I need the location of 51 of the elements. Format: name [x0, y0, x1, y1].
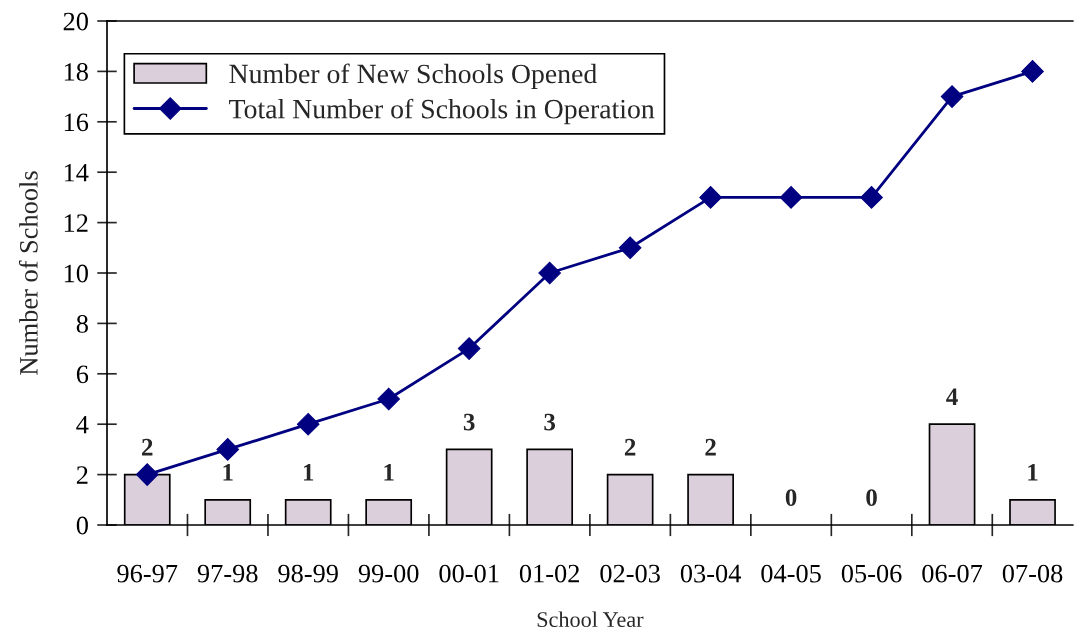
- data-label: 2: [705, 438, 716, 456]
- point: [940, 85, 964, 108]
- point: [296, 412, 320, 436]
- point: [1021, 60, 1044, 83]
- x-tick-label: 00-01: [439, 564, 499, 583]
- legend-label: Total Number of Schools in Operation: [229, 98, 655, 125]
- data-label: 1: [384, 464, 394, 481]
- point: [779, 186, 803, 209]
- x-tick-label: 97-98: [197, 564, 258, 583]
- x-tick-label: 05-06: [841, 564, 902, 583]
- y-tick-label: 14: [64, 163, 89, 182]
- x-tick-label: 07-08: [1002, 564, 1063, 583]
- x-tick-label: 01-02: [519, 564, 579, 583]
- data-label: 2: [624, 438, 636, 456]
- y-tick-label: 8: [76, 315, 88, 333]
- y-tick-label: 6: [76, 365, 89, 384]
- y-tick-label: 16: [64, 113, 89, 132]
- x-tick-label: 06-07: [922, 564, 983, 583]
- point: [860, 186, 883, 209]
- data-label: 0: [785, 489, 797, 507]
- legend-label: Number of New Schools Opened: [229, 63, 597, 89]
- y-tick-label: 0: [76, 516, 88, 535]
- y-tick-label: 18: [64, 63, 88, 81]
- data-label: 3: [463, 413, 475, 431]
- y-tick-label: 4: [76, 415, 89, 434]
- y-tick-label: 10: [64, 264, 88, 283]
- point: [377, 387, 401, 411]
- point: [538, 261, 561, 285]
- point: [699, 186, 722, 209]
- point: [618, 236, 642, 260]
- y-tick-label: 20: [63, 12, 88, 31]
- point: [216, 438, 240, 461]
- data-label: 1: [223, 464, 233, 481]
- y-tick-label: 2: [76, 466, 88, 484]
- y-axis-title: Number of Schools: [18, 171, 38, 375]
- x-tick-label: 98-99: [278, 564, 338, 583]
- x-tick-label: 03-04: [680, 564, 741, 583]
- x-tick-label: 96-97: [117, 564, 178, 583]
- data-label: 1: [1028, 464, 1038, 481]
- x-tick-label: 02-03: [600, 564, 660, 583]
- y-tick-label: 12: [64, 214, 88, 232]
- data-label: 2: [142, 438, 153, 456]
- point: [135, 463, 159, 486]
- data-label: 4: [946, 388, 958, 405]
- data-label: 3: [544, 413, 556, 431]
- x-axis-title: School Year: [537, 611, 644, 628]
- data-label: 1: [303, 464, 314, 481]
- point: [457, 337, 481, 360]
- x-tick-label: 99-00: [358, 564, 419, 583]
- data-label: 0: [866, 489, 877, 507]
- x-tick-label: 04-05: [761, 564, 821, 583]
